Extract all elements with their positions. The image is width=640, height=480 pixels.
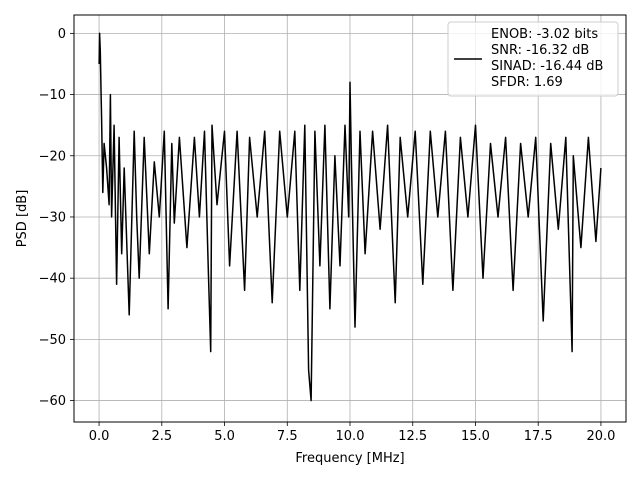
x-tick-label: 12.5	[398, 429, 427, 444]
y-tick-label: −20	[39, 149, 66, 164]
x-axis-label: Frequency [MHz]	[295, 451, 404, 466]
y-tick-label: −40	[39, 272, 66, 287]
y-tick-label: −60	[39, 394, 66, 409]
x-tick-label: 15.0	[461, 429, 490, 444]
x-tick-label: 20.0	[586, 429, 615, 444]
legend-entry: SFDR: 1.69	[491, 75, 563, 90]
psd-series-line	[98, 32, 602, 402]
grid-lines	[74, 15, 626, 422]
legend-entry: SINAD: -16.44 dB	[491, 59, 603, 74]
x-tick-label: 2.5	[151, 429, 172, 444]
x-ticks: 0.0 2.5 5.0 7.5 10.0 12.5 15.0 17.5 20.0	[89, 422, 615, 444]
y-ticks: 0 −10 −20 −30 −40 −50 −60	[39, 27, 74, 409]
legend-entry: ENOB: -3.02 bits	[491, 27, 598, 42]
x-tick-label: 0.0	[89, 429, 110, 444]
y-tick-label: −30	[39, 210, 66, 225]
x-tick-label: 7.5	[277, 429, 298, 444]
series-layer	[98, 32, 602, 402]
x-tick-label: 5.0	[214, 429, 235, 444]
y-tick-label: −50	[39, 333, 66, 348]
y-tick-label: −10	[39, 88, 66, 103]
legend-box	[447, 21, 619, 97]
y-tick-label: 0	[58, 27, 66, 42]
legend-entry: SNR: -16.32 dB	[491, 43, 589, 58]
x-tick-label: 17.5	[524, 429, 553, 444]
x-tick-label: 10.0	[336, 429, 365, 444]
y-axis-label: PSD [dB]	[15, 190, 30, 248]
